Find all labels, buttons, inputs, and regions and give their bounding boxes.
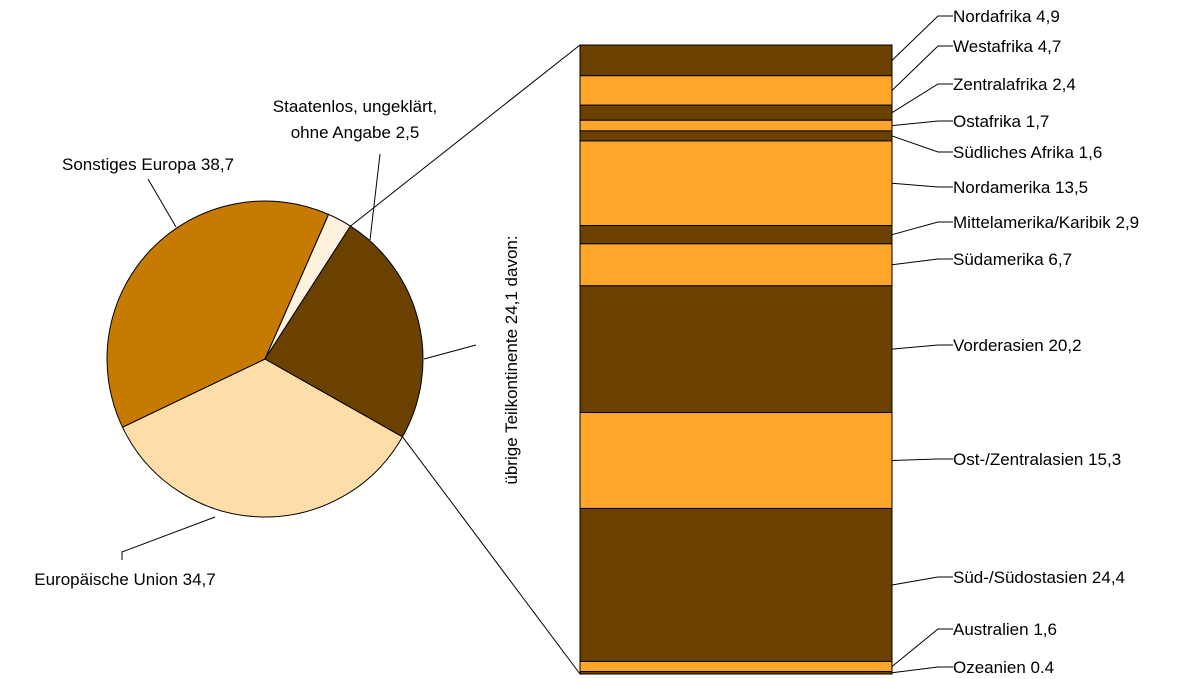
pie-leader-europaeische-union xyxy=(121,516,216,560)
bar-label-westafrika: Westafrika 4,7 xyxy=(953,37,1061,56)
connector-top xyxy=(350,44,581,227)
pie-leader-uebrige-teilkontinente xyxy=(423,344,477,360)
bar-leader-zentralafrika xyxy=(891,83,953,114)
bar-segment-ost-zentralasien xyxy=(579,411,893,509)
bar-label-nordamerika: Nordamerika 13,5 xyxy=(953,178,1088,197)
bar-label-ost-zentralasien: Ost-/Zentralasien 15,3 xyxy=(953,450,1121,469)
bar-leader-nordamerika xyxy=(891,182,953,188)
bar-segment-westafrika xyxy=(579,75,893,106)
bar-segment-nordamerika xyxy=(579,140,893,227)
bar-leader-australien xyxy=(891,628,953,667)
bar-leader-suedliches-afrika xyxy=(891,135,953,153)
bar-segment-vorderasien xyxy=(579,285,893,413)
bar-label-zentralafrika: Zentralafrika 2,4 xyxy=(953,75,1076,94)
bar-leader-ost-zentralasien xyxy=(891,458,953,461)
bar-label-mittelamerika-karibik: Mittelamerika/Karibik 2,9 xyxy=(953,213,1139,232)
bar-segment-sued-suedostasien xyxy=(579,507,893,662)
bar-leader-sued-suedostasien xyxy=(891,576,953,586)
pie-slice-uebrige-teilkontinente xyxy=(264,225,424,438)
pie-to-bar-connectors xyxy=(350,44,581,675)
bar-segment-nordafrika xyxy=(579,44,893,77)
connector-bottom xyxy=(402,436,581,675)
bar-leader-ostafrika xyxy=(891,120,953,127)
pie-slice-sonstiges-europa xyxy=(106,200,330,428)
pie-slice-europaeische-union xyxy=(121,358,404,518)
bar-leader-westafrika xyxy=(891,45,953,91)
pie-label-europaeische-union: Europäische Union 34,7 xyxy=(34,570,215,589)
bar-label-suedamerika: Südamerika 6,7 xyxy=(953,250,1072,269)
bar-label-sued-suedostasien: Süd-/Südostasien 24,4 xyxy=(953,568,1125,587)
bar-leader-mittelamerika-karibik xyxy=(891,221,953,236)
bar-segment-zentralafrika xyxy=(579,104,893,121)
pie-chart: Europäische Union 34,7 Sonstiges Europa 3… xyxy=(34,97,477,589)
bar-segment-australien xyxy=(579,660,893,672)
pie-leader-sonstiges-europa xyxy=(147,178,177,228)
pie-label-staatenlos-ungeklaert-ohne-angabe-line2: ohne Angabe 2,5 xyxy=(291,123,420,142)
bar-segment-ostafrika xyxy=(579,119,893,132)
bar-leader-suedamerika xyxy=(891,258,953,266)
bar-segment-mittelamerika-karibik xyxy=(579,225,893,245)
bar-segment-suedliches-afrika xyxy=(579,130,893,142)
bar-label-nordafrika: Nordafrika 4,9 xyxy=(953,7,1060,26)
bar-leader-ozeanien xyxy=(891,666,953,674)
stacked-bar-chart: Nordafrika 4,9 Westafrika 4,7 Zentralafrik… xyxy=(579,7,1139,677)
pie-label-staatenlos-ungeklaert-ohne-angabe-line1: Staatenlos, ungeklärt, xyxy=(273,97,437,116)
bar-leader-vorderasien xyxy=(891,344,953,350)
bar-label-australien: Australien 1,6 xyxy=(953,620,1057,639)
bar-leader-nordafrika xyxy=(891,15,953,61)
bar-label-ostafrika: Ostafrika 1,7 xyxy=(953,112,1049,131)
bar-label-vorderasien: Vorderasien 20,2 xyxy=(953,336,1082,355)
bar-label-ozeanien: Ozeanien 0.4 xyxy=(953,658,1054,677)
expanded-slice-label: übrige Teilkontinente 24,1 davon: xyxy=(502,235,521,484)
bar-segment-suedamerika xyxy=(579,243,893,287)
pie-label-sonstiges-europa: Sonstiges Europa 38,7 xyxy=(62,155,234,174)
bar-label-suedliches-afrika: Südliches Afrika 1,6 xyxy=(953,143,1102,162)
pie-leader-staatenlos-ungeklaert-ohne-angabe xyxy=(369,153,381,241)
bar-segment-ozeanien xyxy=(579,670,893,675)
